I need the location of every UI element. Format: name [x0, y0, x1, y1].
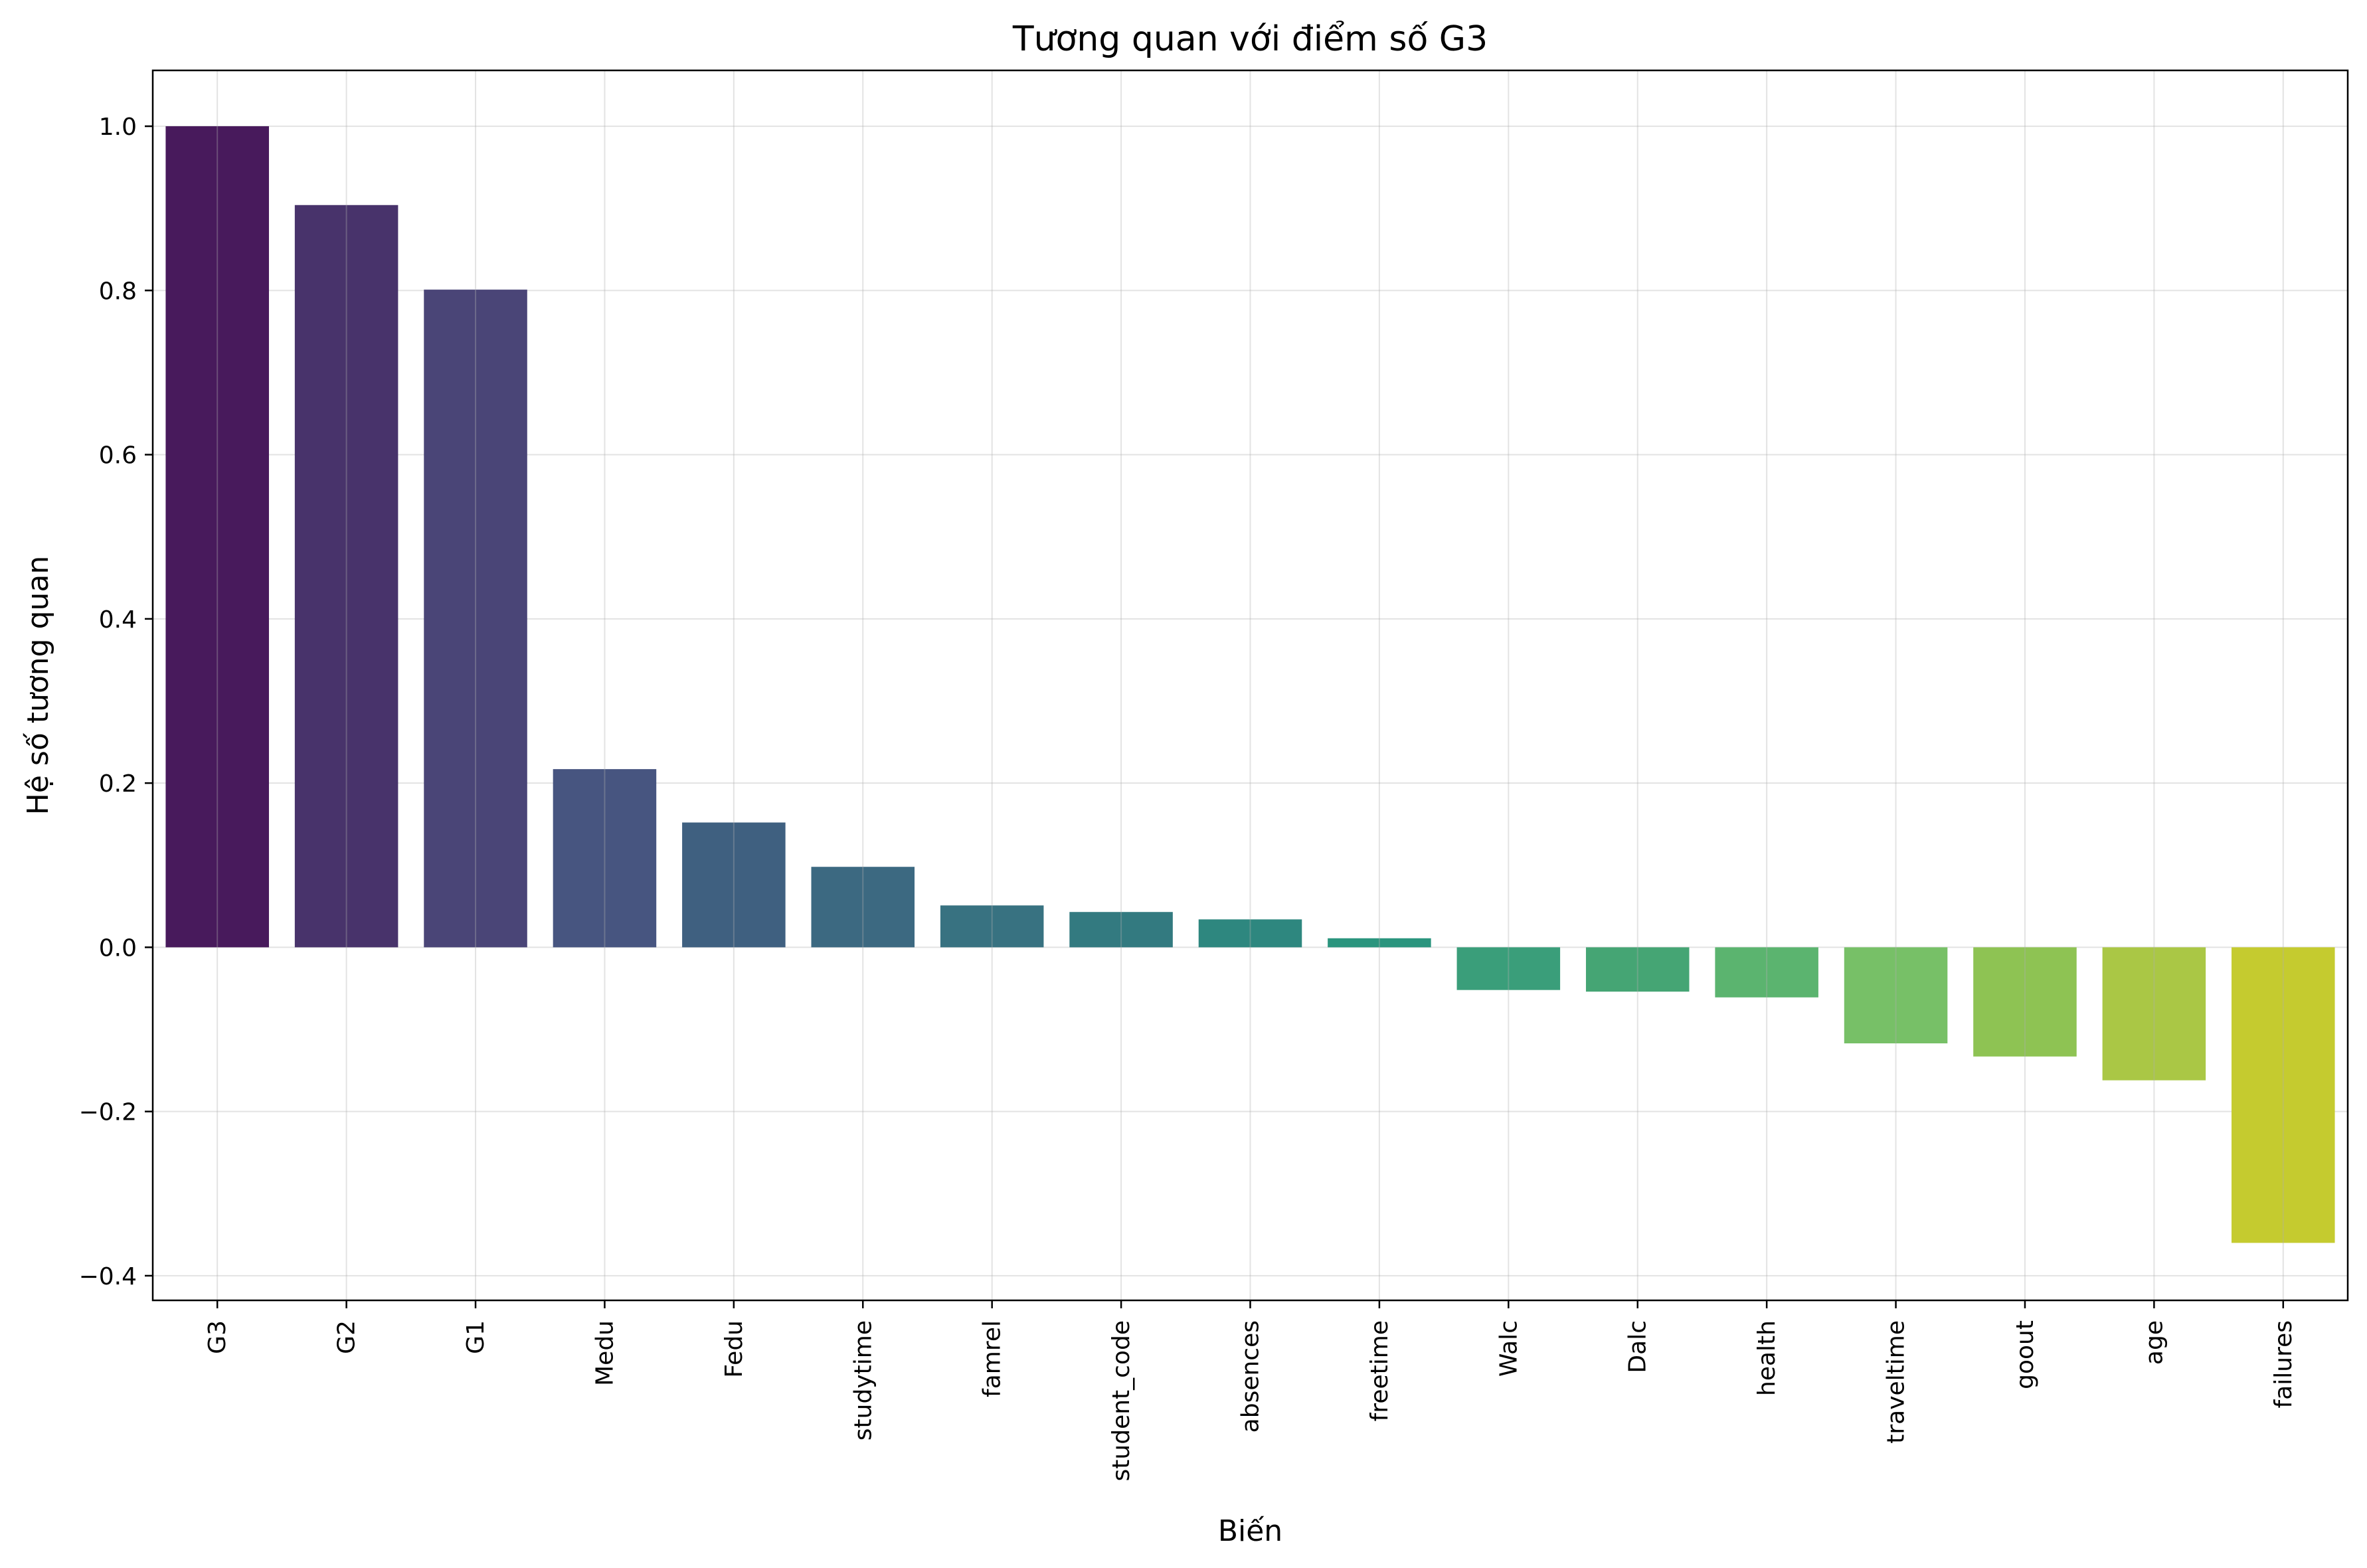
x-tick-label: goout: [2012, 1320, 2039, 1389]
y-tick-label: 0.6: [99, 442, 137, 470]
x-tick-label: health: [1753, 1320, 1781, 1396]
x-tick-label: freetime: [1366, 1320, 1393, 1421]
x-tick-label: age: [2141, 1320, 2168, 1365]
x-tick-label: famrel: [979, 1320, 1006, 1397]
y-tick-label: 0.8: [99, 278, 137, 305]
x-tick-label: studytime: [849, 1320, 877, 1440]
bar-studytime: [811, 867, 915, 948]
bar-student_code: [1069, 912, 1173, 948]
x-axis: G3 G2 G1 Medu Fedu studytime famrel student_cod…: [204, 1300, 2297, 1481]
x-tick-label: traveltime: [1883, 1320, 1910, 1444]
bar-G1: [424, 290, 527, 948]
bar-Dalc: [1585, 947, 1690, 992]
x-axis-title: Biến: [1218, 1514, 1282, 1548]
x-tick-label: Dalc: [1624, 1320, 1652, 1373]
bar-freetime: [1328, 938, 1431, 948]
bar-Fedu: [682, 822, 786, 948]
bar-famrel: [940, 905, 1044, 948]
x-tick-label: G1: [462, 1320, 489, 1354]
x-tick-label: Fedu: [721, 1320, 748, 1378]
y-tick-label: 0.0: [99, 934, 137, 962]
x-tick-label: student_code: [1108, 1320, 1135, 1481]
plot-area: −0.4 −0.2 0.0 0.2 0.4 0.6 0.8 1.0 G3 G2 G1 Medu Fed…: [79, 69, 2349, 1481]
bar-Medu: [553, 769, 657, 948]
bars-layer: [165, 126, 2335, 1243]
x-tick-label: failures: [2270, 1320, 2297, 1408]
y-axis: −0.4 −0.2 0.0 0.2 0.4 0.6 0.8 1.0: [79, 114, 153, 1290]
x-tick-label: G2: [333, 1320, 361, 1354]
bar-G3: [165, 126, 269, 948]
bar-absences: [1198, 919, 1302, 948]
x-tick-label: G3: [204, 1320, 231, 1354]
y-tick-label: 0.4: [99, 606, 137, 634]
x-tick-label: Medu: [591, 1320, 618, 1386]
bar-Walc: [1456, 947, 1561, 990]
y-tick-label: −0.2: [79, 1099, 137, 1126]
chart-title: Tương quan với điểm số G3: [1012, 19, 1488, 59]
x-tick-label: Walc: [1495, 1320, 1522, 1377]
bar-traveltime: [1844, 947, 1948, 1044]
bar-G2: [294, 205, 398, 948]
bar-health: [1715, 947, 1818, 998]
y-axis-title: Hệ số tương quan: [21, 556, 55, 816]
y-tick-label: −0.4: [79, 1263, 137, 1290]
y-tick-label: 1.0: [99, 114, 137, 141]
grid-front-layer: [217, 70, 2284, 1300]
bar-age: [2102, 947, 2206, 1081]
x-tick-label: absences: [1237, 1320, 1265, 1433]
bar-failures: [2232, 947, 2335, 1243]
bar-goout: [1973, 947, 2077, 1057]
y-tick-label: 0.2: [99, 770, 137, 798]
